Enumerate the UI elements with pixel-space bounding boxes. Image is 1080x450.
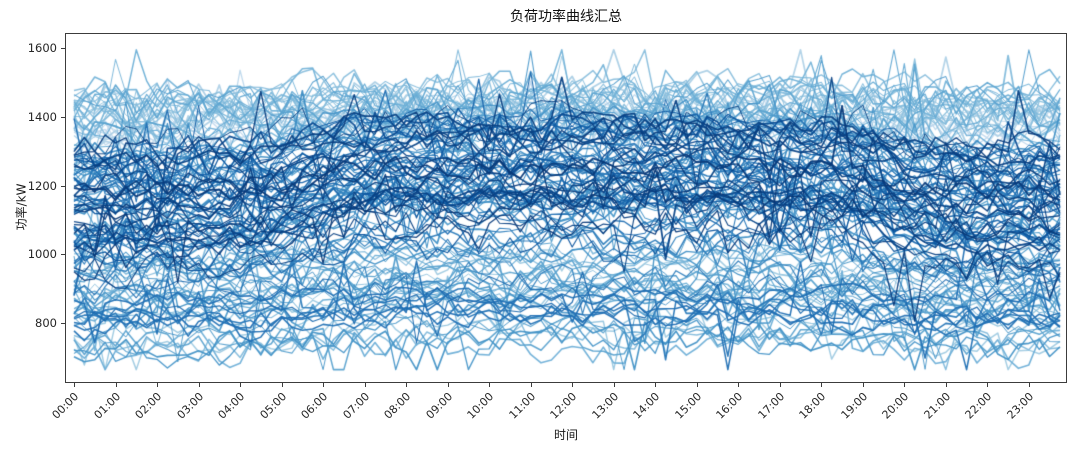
x-tick-mark <box>489 383 491 387</box>
x-tick-mark <box>655 383 657 387</box>
x-tick-mark <box>364 383 366 387</box>
x-tick-mark <box>738 383 740 387</box>
x-tick-mark <box>572 383 574 387</box>
x-tick-mark <box>157 383 159 387</box>
y-tick-label: 1400 <box>27 109 57 124</box>
x-tick-mark <box>530 383 532 387</box>
x-tick-mark <box>613 383 615 387</box>
y-tick-label: 800 <box>35 316 57 331</box>
y-tick-mark <box>61 323 65 325</box>
y-tick-label: 1600 <box>27 41 57 56</box>
x-tick-mark <box>987 383 989 387</box>
y-tick-mark <box>61 185 65 187</box>
y-tick-mark <box>61 48 65 50</box>
x-tick-mark <box>904 383 906 387</box>
x-tick-mark <box>862 383 864 387</box>
x-axis-label: 时间 <box>553 428 578 442</box>
x-tick-mark <box>115 383 117 387</box>
y-tick-mark <box>61 116 65 118</box>
x-tick-mark <box>198 383 200 387</box>
x-tick-mark <box>406 383 408 387</box>
x-tick-mark <box>240 383 242 387</box>
x-tick-mark <box>696 383 698 387</box>
x-tick-mark <box>74 383 75 387</box>
x-tick-mark <box>945 383 947 387</box>
x-tick-mark <box>1028 383 1030 387</box>
x-tick-mark <box>323 383 325 387</box>
y-tick-label: 1200 <box>27 178 57 193</box>
x-tick-mark <box>779 383 781 387</box>
plot-area <box>65 33 1067 383</box>
x-tick-mark <box>447 383 449 387</box>
x-tick-mark <box>821 383 823 387</box>
load-curves-canvas <box>66 34 1066 382</box>
y-tick-label: 1000 <box>27 247 57 262</box>
y-tick-mark <box>61 254 65 256</box>
x-tick-mark <box>281 383 283 387</box>
chart-title: 负荷功率曲线汇总 <box>510 9 622 25</box>
